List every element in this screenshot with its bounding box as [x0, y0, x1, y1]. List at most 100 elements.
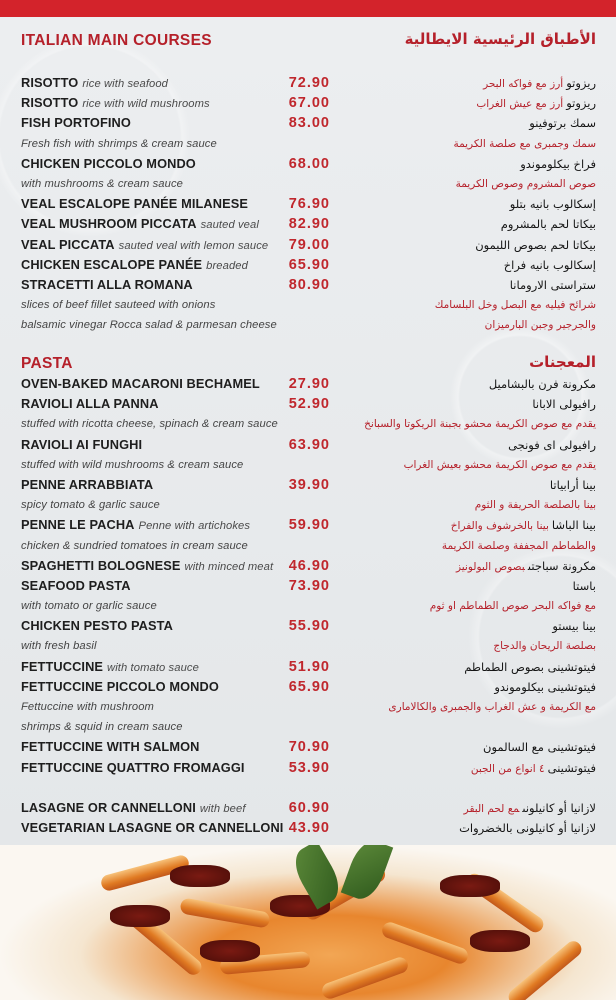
- top-red-bar: [0, 0, 616, 17]
- item-name-ar-text: بيكاتا لحم بصوص الليمون: [475, 237, 596, 252]
- item-name-ar: لازانيا أو كانيلونى بالخضروات: [459, 818, 596, 838]
- item-name-text: VEGETARIAN LASAGNE OR CANNELLONI: [21, 820, 284, 836]
- item-name-ar: سمك وجمبرى مع صلصة الكريمة: [453, 134, 596, 154]
- item-name-text: PENNE ARRABBIATA: [21, 476, 154, 492]
- item-name-ar: فيتوتشينى بصوص الطماطم: [464, 657, 596, 677]
- item-price: 27.90: [288, 376, 330, 392]
- section-title-main-courses-ar: الأطباق الرئيسية الايطالية: [404, 30, 596, 48]
- item-name-ar-text: بينا بالصلصة الحريفة و الثوم: [474, 499, 596, 512]
- item-name-ar-text: فيتوتشينى مع السالمون: [483, 740, 596, 755]
- menu-item: PENNE ARRABBIATA 39.90 بينا أرابياتا: [0, 475, 616, 495]
- item-name: VEGETARIAN LASAGNE OR CANNELLONI: [21, 818, 283, 838]
- item-name: RAVIOLI ALLA PANNA: [21, 394, 159, 414]
- item-name-ar-text: بيكاتا لحم بالمشروم: [500, 217, 596, 232]
- item-name: VEAL PICCATA sauted veal with lemon sauce: [21, 235, 268, 256]
- menu-item: FETTUCCINE with tomato sauce 51.90 فيتوتشين…: [0, 657, 616, 677]
- item-name-ar-text: ريزوتو: [566, 76, 596, 90]
- item-name: CHICKEN PESTO PASTA: [21, 616, 173, 636]
- description-text: Fresh fish with shrimps & cream sauce: [21, 137, 217, 150]
- item-note: rice with seafood: [82, 78, 168, 90]
- item-price: 43.90: [288, 820, 330, 837]
- item-name-ar: مع الكريمة و عش الغراب والجمبرى والكالام…: [388, 697, 596, 717]
- item-price: 65.90: [288, 678, 330, 695]
- item-name: with fresh basil: [21, 636, 97, 656]
- item-name-ar-text: لازانيا أو كانيلونى بالخضروات: [459, 821, 596, 836]
- item-name: shrimps & squid in cream sauce: [21, 717, 183, 737]
- item-name-ar: والجرجير وجبن البارميزان: [485, 315, 596, 335]
- item-name-text: CHICKEN PICCOLO MONDO: [21, 155, 196, 171]
- item-note: rice with wild mushrooms: [82, 98, 210, 111]
- menu-item: RAVIOLI AI FUNGHI 63.90 رافيولى اى فونجى: [0, 435, 616, 455]
- item-price: 70.90: [288, 739, 330, 756]
- item-name-ar-text: رافيولى اى فونجى: [508, 437, 596, 452]
- item-note: Penne with artichokes: [138, 520, 251, 533]
- item-note: sauted veal: [200, 219, 259, 232]
- item-name-text: FETTUCCINE WITH SALMON: [21, 739, 200, 755]
- description-text: stuffed with wild mushrooms & cream sauc…: [21, 458, 244, 471]
- menu-item: SPAGHETTI BOLOGNESE with minced meat 46.90…: [0, 556, 616, 576]
- item-name-ar: بينا أرابياتا: [550, 475, 596, 495]
- item-name-ar: بيكاتا لحم بالمشروم: [501, 214, 596, 234]
- menu-item-description: with tomato or garlic sauce مع فواكه البح…: [0, 596, 616, 616]
- item-name-ar: والطماطم المجففة وصلصة الكريمة: [442, 536, 596, 556]
- item-name-ar-text: بينا بيستو: [552, 619, 596, 634]
- item-name-text: VEAL PICCATA: [21, 236, 115, 252]
- item-name-ar-text: فراخ بيكلوموندو: [520, 156, 596, 171]
- item-name: FETTUCCINE QUATTRO FROMAGGI: [21, 758, 245, 778]
- item-name-text: STRACETTI ALLA ROMANA: [21, 276, 193, 292]
- item-name-ar: بيكاتا لحم بصوص الليمون: [475, 235, 596, 255]
- item-name-ar: شرائح فيليه مع البصل وخل البلسامك: [435, 295, 596, 315]
- item-name-ar: مكرونة سباجتىبصوص البولونيز: [456, 556, 596, 577]
- item-name-text: VEAL MUSHROOM PICCATA: [21, 216, 197, 232]
- main-courses-list: RISOTTO rice with seafood 72.90 ريزوتوأرز م…: [0, 73, 616, 335]
- item-price: 46.90: [288, 557, 330, 574]
- item-price: 83.00: [288, 115, 330, 132]
- item-note-ar: ٤ انواع من الجبن: [470, 762, 545, 775]
- item-name-ar-text: بينا الباشا: [551, 518, 596, 533]
- item-name: with tomato or garlic sauce: [21, 596, 157, 616]
- description-text: balsamic vinegar Rocca salad & parmesan …: [21, 319, 277, 332]
- menu-item: FISH PORTOFINO 83.00 سمك برتوفينو: [0, 113, 616, 133]
- description-text: with mushrooms & cream sauce: [21, 177, 183, 190]
- item-name-text: SPAGHETTI BOLOGNESE: [21, 557, 181, 573]
- item-price: 72.90: [288, 75, 330, 91]
- item-name-ar-text: إسكالوب بانيه فراخ: [503, 257, 596, 272]
- item-name-ar-text: شرائح فيليه مع البصل وخل البلسامك: [434, 299, 596, 312]
- item-name-ar-text: سمك برتوفينو: [529, 116, 596, 131]
- item-name-text: PENNE LE PACHA: [21, 517, 135, 533]
- item-name: OVEN-BAKED MACARONI BECHAMEL: [21, 374, 260, 394]
- lasagne-list: LASAGNE OR CANNELLONI with beef 60.90 لازان…: [0, 798, 616, 838]
- menu-item-description: stuffed with wild mushrooms & cream sauc…: [0, 455, 616, 475]
- item-price: 59.90: [288, 517, 330, 534]
- item-note-ar: بينا بالخرشوف والفراخ: [450, 520, 549, 533]
- item-name: balsamic vinegar Rocca salad & parmesan …: [21, 315, 277, 335]
- item-name-ar: صوص المشروم وصوص الكريمة: [456, 174, 596, 194]
- menu-item: PENNE LE PACHA Penne with artichokes 59.90…: [0, 515, 616, 535]
- item-name: Fresh fish with shrimps & cream sauce: [21, 134, 217, 154]
- item-name-text: RISOTTO: [21, 75, 79, 90]
- item-note-ar: مع لحم البقر: [463, 803, 520, 815]
- item-name-ar-text: والطماطم المجففة وصلصة الكريمة: [441, 539, 596, 552]
- item-note: with tomato sauce: [107, 661, 199, 674]
- item-name-ar: لازانيا أو كانيلونىمع لحم البقر: [464, 798, 596, 819]
- item-name-text: FETTUCCINE QUATTRO FROMAGGI: [21, 759, 245, 775]
- item-name-ar: فيتوتشينى مع السالمون: [483, 737, 596, 757]
- item-name: RISOTTO rice with seafood: [21, 73, 168, 94]
- item-name: spicy tomato & garlic sauce: [21, 495, 160, 515]
- menu-item: FETTUCCINE WITH SALMON 70.90 فيتوتشينى مع …: [0, 737, 616, 757]
- item-name-text: RISOTTO: [21, 95, 79, 111]
- menu-item-description: Fresh fish with shrimps & cream sauce سمك…: [0, 134, 616, 154]
- menu-item-description: Fettuccine with mushroom مع الكريمة و عش …: [0, 697, 616, 717]
- item-name-ar-text: ستراستى الارومانا: [509, 277, 596, 292]
- item-name: chicken & sundried tomatoes in cream sau…: [21, 536, 248, 556]
- item-name: SPAGHETTI BOLOGNESE with minced meat: [21, 556, 273, 577]
- menu-item: VEAL ESCALOPE PANÉE MILANESE 76.90 إسكالوب…: [0, 194, 616, 214]
- item-name-ar: مكرونة فرن بالبشاميل: [489, 374, 596, 394]
- item-name-ar-text: مع فواكه البحر صوص الطماطم او ثوم: [429, 600, 596, 613]
- item-price: 80.90: [288, 276, 330, 293]
- item-name-ar: فيتوتشينى٤ انواع من الجبن: [471, 758, 596, 779]
- item-name-text: LASAGNE OR CANNELLONI: [21, 800, 196, 815]
- item-name: CHICKEN ESCALOPE PANÉE breaded: [21, 255, 248, 276]
- item-name-ar: إسكالوب بانيه بتلو: [510, 194, 596, 214]
- menu-item: RISOTTO rice with wild mushrooms 67.00 ريزو…: [0, 93, 616, 113]
